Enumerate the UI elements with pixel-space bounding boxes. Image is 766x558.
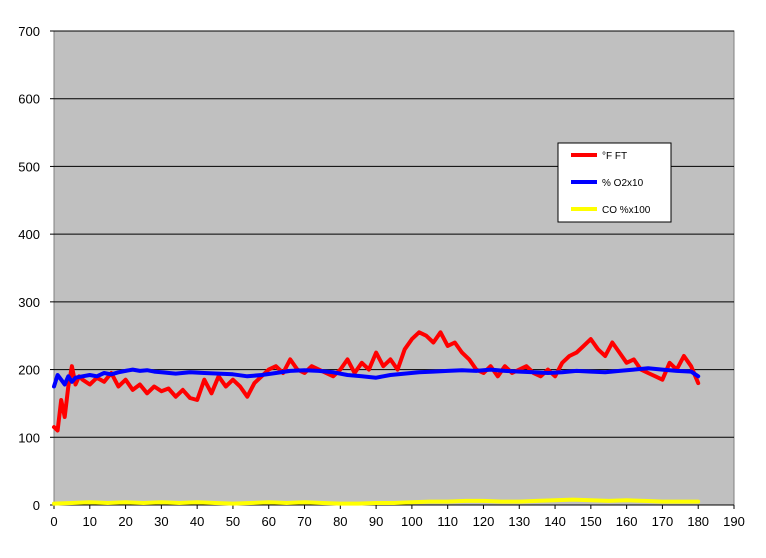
x-tick-label: 180 — [687, 514, 709, 529]
x-tick-label: 160 — [616, 514, 638, 529]
x-tick-label: 190 — [723, 514, 745, 529]
x-tick-label: 130 — [508, 514, 530, 529]
legend-label-o2: % O2x10 — [602, 178, 644, 189]
plot-area — [53, 30, 735, 506]
y-tick-label: 200 — [18, 363, 40, 378]
series-line-o2 — [52, 366, 701, 389]
legend-label-co: CO %x100 — [602, 205, 651, 216]
x-tick-label: 0 — [50, 514, 57, 529]
x-tick-label: 20 — [118, 514, 132, 529]
x-tick-label: 110 — [437, 514, 458, 529]
y-tick-label: 500 — [18, 159, 40, 174]
x-tick-label: 80 — [333, 514, 347, 529]
series-layer — [52, 330, 701, 506]
y-tick-label: 100 — [18, 430, 40, 445]
x-tick-label: 50 — [226, 514, 240, 529]
x-tick-label: 60 — [262, 514, 276, 529]
legend-label-ft: °F FT — [602, 151, 627, 162]
gridlines — [54, 30, 734, 506]
series-line-ft — [52, 330, 701, 433]
y-tick-label: 300 — [18, 295, 40, 310]
x-tick-label: 10 — [83, 514, 97, 529]
x-tick-label: 170 — [652, 514, 674, 529]
series-line-co — [52, 497, 701, 506]
x-tick-label: 70 — [297, 514, 311, 529]
x-axis: 0 10 20 30 40 50 60 70 80 90 100 110 120 130 140 150 160… — [50, 504, 745, 529]
y-tick-label: 600 — [18, 92, 40, 107]
x-tick-label: 40 — [190, 514, 204, 529]
y-tick-label: 0 — [33, 498, 40, 513]
x-tick-label: 140 — [544, 514, 566, 529]
x-tick-label: 150 — [580, 514, 602, 529]
y-tick-label: 400 — [18, 227, 40, 242]
legend: °F FT % O2x10 CO %x100 — [557, 142, 672, 223]
x-tick-label: 100 — [401, 514, 423, 529]
x-tick-label: 120 — [473, 514, 495, 529]
x-tick-label: 90 — [369, 514, 383, 529]
y-axis: 0 100 200 300 400 500 600 700 — [18, 24, 54, 513]
x-tick-label: 30 — [154, 514, 168, 529]
y-tick-label: 700 — [18, 24, 40, 39]
